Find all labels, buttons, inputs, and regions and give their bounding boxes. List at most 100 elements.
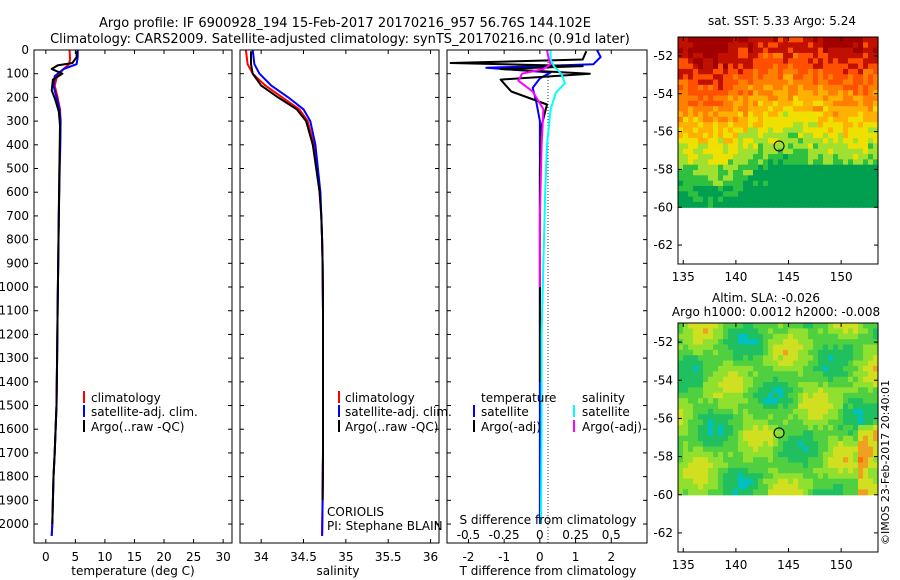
heatmap-cell [858,63,864,70]
heatmap-cell [823,37,829,43]
heatmap-cell [748,122,754,129]
heatmap-cell [748,328,754,335]
heatmap-cell [753,451,759,458]
heatmap-cell [733,106,739,113]
heatmap-cell [748,164,754,171]
heatmap-cell [728,398,734,405]
heatmap-cell [823,344,829,351]
heatmap-cell [728,63,734,70]
heatmap-cell [788,355,794,362]
heatmap-cell [773,365,779,372]
heatmap-cell [788,349,794,356]
heatmap-cell [848,185,854,192]
heatmap-cell [723,185,729,192]
heatmap-cell [683,175,689,182]
heatmap-cell [868,52,874,59]
heatmap-cell [688,95,694,102]
heatmap-cell [863,122,869,129]
heatmap-cell [738,42,744,49]
heatmap-cell [763,360,769,367]
heatmap-cell [723,159,729,166]
heatmap-cell [783,196,789,203]
heatmap-cell [853,478,859,485]
heatmap-cell [793,328,799,335]
heatmap-cell [863,398,869,405]
heatmap-cell [848,95,854,102]
heatmap-cell [788,95,794,102]
heatmap-cell [723,457,729,464]
heatmap-cell [848,138,854,145]
heatmap-cell [683,143,689,150]
heatmap-cell [708,180,714,187]
heatmap-cell [693,138,699,145]
y-tick-label: 900 [6,256,29,270]
heatmap-cell [763,106,769,113]
heatmap-cell [768,58,774,65]
heatmap-cell [758,196,764,203]
heatmap-cell [838,403,844,410]
heatmap-cell [798,79,804,86]
heatmap-cell [788,185,794,192]
heatmap-cell [698,148,704,155]
heatmap-cell [763,68,769,75]
heatmap-cell [768,365,774,372]
heatmap-cell [763,424,769,431]
heatmap-cell [713,47,719,54]
heatmap-cell [863,462,869,469]
heatmap-cell [793,111,799,118]
heatmap-cell [818,328,824,335]
heatmap-cell [828,462,834,469]
heatmap-cell [688,403,694,410]
heatmap-cell [813,180,819,187]
heatmap-cell [848,74,854,81]
heatmap-cell [768,47,774,54]
heatmap-cell [788,84,794,91]
heatmap-cell [818,451,824,458]
heatmap-cell [693,122,699,129]
heatmap-cell [858,457,864,464]
heatmap-cell [698,90,704,97]
heatmap-cell [793,47,799,54]
heatmap-cell [698,106,704,113]
heatmap-cell [718,376,724,383]
heatmap-cell [728,175,734,182]
heatmap-cell [873,349,879,356]
heatmap-cell [868,132,874,139]
heatmap-cell [833,175,839,182]
heatmap-cell [818,408,824,415]
heatmap-cell [813,127,819,134]
heatmap-cell [813,116,819,123]
heatmap-cell [693,47,699,54]
heatmap-cell [788,457,794,464]
heatmap-cell [753,473,759,480]
heatmap-cell [838,164,844,171]
heatmap-cell [703,127,709,134]
heatmap-cell [698,143,704,150]
heatmap-cell [868,457,874,464]
heatmap-cell [853,37,859,43]
heatmap-cell [813,170,819,176]
heatmap-cell [788,63,794,70]
heatmap-cell [843,446,849,453]
heatmap-cell [808,90,814,97]
heatmap-cell [788,360,794,367]
heatmap-cell [803,79,809,86]
heatmap-cell [818,111,824,118]
heatmap-cell [808,355,814,362]
heatmap-cell [863,79,869,86]
heatmap-cell [763,42,769,49]
x-tick-label: 15 [127,550,142,564]
heatmap-cell [868,435,874,442]
heatmap-cell [703,52,709,59]
heatmap-cell [713,323,719,329]
heatmap-cell [793,408,799,415]
heatmap-cell [813,63,819,70]
heatmap-cell [868,371,874,378]
heatmap-cell [738,339,744,346]
x-tick-label: 5 [72,550,80,564]
heatmap-cell [808,175,814,182]
heatmap-cell [713,382,719,389]
series-line [50,51,78,525]
heatmap-cell [758,42,764,49]
heatmap-cell [678,143,684,150]
